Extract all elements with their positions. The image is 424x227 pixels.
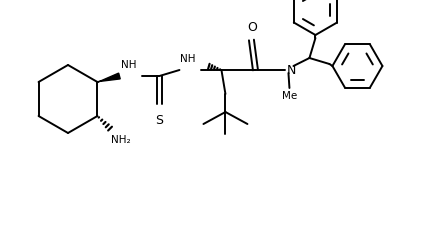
Text: N: N: [287, 63, 296, 76]
Text: S: S: [156, 114, 163, 126]
Text: O: O: [248, 21, 257, 34]
Text: NH: NH: [181, 54, 196, 64]
Text: Me: Me: [282, 91, 297, 101]
Text: NH₂: NH₂: [112, 134, 131, 144]
Text: NH: NH: [121, 60, 137, 70]
Polygon shape: [98, 74, 120, 83]
